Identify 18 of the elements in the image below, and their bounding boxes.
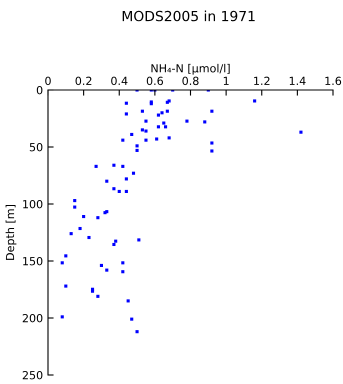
y-tick-label: 50 (30, 142, 42, 152)
x-tick-label: 1.2 (254, 76, 270, 85)
y-axis-title: Depth [m] (6, 205, 16, 260)
x-tick-label: 0.2 (76, 76, 92, 86)
y-tick-label: 100 (23, 200, 42, 208)
x-tick-label: 1 (224, 76, 229, 85)
x-tick-label: 1.4 (290, 76, 306, 85)
y-tick-label: 250 (22, 370, 42, 380)
x-axis-title: NH₄-N [µmol/l] (151, 64, 230, 75)
x-tick-label: 0.4 (111, 76, 128, 86)
chart-title: MODS2005 in 1971 (122, 10, 255, 22)
x-tick-label: 0.6 (146, 76, 164, 86)
y-tick-label: 150 (23, 256, 42, 266)
x-tick-label: 1.6 (325, 76, 342, 86)
x-tick-label: 0 (45, 76, 51, 86)
x-tick-label: 0.8 (182, 76, 199, 86)
y-tick-label: 0 (36, 86, 42, 94)
y-tick-label: 200 (22, 314, 42, 322)
